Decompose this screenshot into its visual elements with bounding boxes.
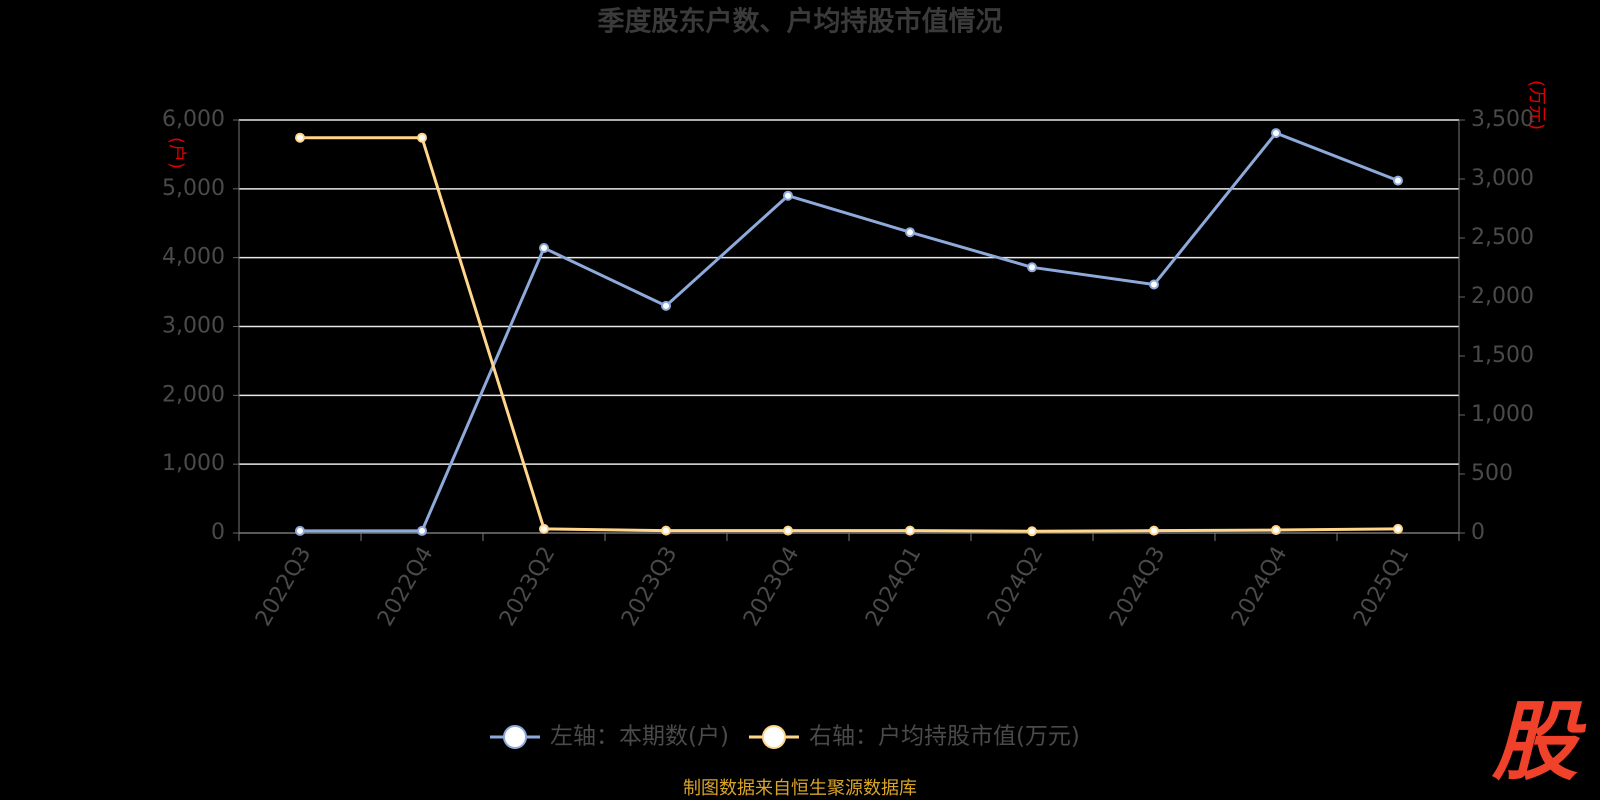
data-point bbox=[295, 132, 305, 143]
y-tick-label: 6,000 bbox=[162, 107, 225, 132]
y2-tick-label: 3,000 bbox=[1471, 166, 1534, 191]
x-tick-label: 2024Q1 bbox=[861, 543, 926, 631]
data-point bbox=[1149, 279, 1159, 290]
data-point bbox=[783, 525, 793, 536]
y2-unit: (万元) bbox=[1526, 80, 1547, 130]
y-tick-label: 1,000 bbox=[162, 451, 225, 476]
data-point bbox=[1271, 128, 1281, 139]
data-point bbox=[661, 525, 671, 536]
data-point bbox=[1149, 525, 1159, 536]
data-point bbox=[783, 190, 793, 201]
data-point bbox=[295, 525, 305, 536]
y2-tick-label: 1,500 bbox=[1471, 343, 1534, 368]
legend-marker bbox=[761, 725, 786, 749]
legend-item[interactable]: 左轴：本期数(户) bbox=[490, 724, 729, 750]
y-tick-label: 0 bbox=[211, 520, 225, 545]
x-tick-label: 2023Q3 bbox=[617, 543, 682, 631]
data-point bbox=[539, 243, 549, 254]
y2-tick-label: 1,000 bbox=[1471, 402, 1534, 427]
source: 制图数据来自恒生聚源数据库 bbox=[683, 778, 917, 799]
y-tick-label: 5,000 bbox=[162, 176, 225, 201]
data-point bbox=[417, 132, 427, 143]
data-point bbox=[905, 227, 915, 238]
series-line bbox=[300, 136, 1399, 533]
data-point bbox=[417, 525, 427, 536]
legend-item[interactable]: 右轴：户均持股市值(万元) bbox=[748, 724, 1080, 750]
y-tick-label: 4,000 bbox=[162, 245, 225, 270]
legend-label: 右轴：户均持股市值(万元) bbox=[809, 724, 1080, 750]
legend-label: 左轴：本期数(户) bbox=[550, 724, 729, 750]
y-unit: (户) bbox=[166, 137, 187, 169]
y-tick-label: 2,000 bbox=[162, 382, 225, 407]
legend-marker bbox=[503, 725, 527, 749]
data-point bbox=[905, 525, 915, 536]
data-point bbox=[661, 300, 671, 311]
y-tick-label: 3,000 bbox=[162, 314, 225, 339]
data-point bbox=[1393, 523, 1403, 534]
logo: 股 bbox=[1491, 692, 1587, 792]
x-tick-label: 2023Q2 bbox=[495, 543, 560, 631]
series-line bbox=[300, 131, 1399, 533]
y2-tick-label: 0 bbox=[1471, 520, 1485, 545]
data-point bbox=[539, 523, 549, 534]
data-point bbox=[1027, 526, 1037, 537]
y2-tick-label: 2,000 bbox=[1471, 284, 1534, 309]
x-tick-label: 2025Q1 bbox=[1349, 543, 1414, 631]
y2-tick-label: 3,500 bbox=[1471, 107, 1534, 132]
data-point bbox=[1271, 525, 1281, 536]
x-tick-label: 2022Q3 bbox=[251, 543, 316, 631]
x-tick-label: 2024Q4 bbox=[1227, 543, 1292, 631]
data-point bbox=[1027, 262, 1037, 273]
y2-tick-label: 500 bbox=[1471, 461, 1513, 486]
x-tick-label: 2022Q4 bbox=[373, 543, 438, 631]
x-tick-label: 2024Q3 bbox=[1105, 543, 1170, 631]
y2-tick-label: 2,500 bbox=[1471, 225, 1534, 250]
x-tick-label: 2023Q4 bbox=[739, 543, 804, 631]
chart-title: 季度股东户数、户均持股市值情况 bbox=[598, 6, 1003, 38]
data-point bbox=[1393, 175, 1403, 186]
x-tick-label: 2024Q2 bbox=[983, 543, 1048, 631]
